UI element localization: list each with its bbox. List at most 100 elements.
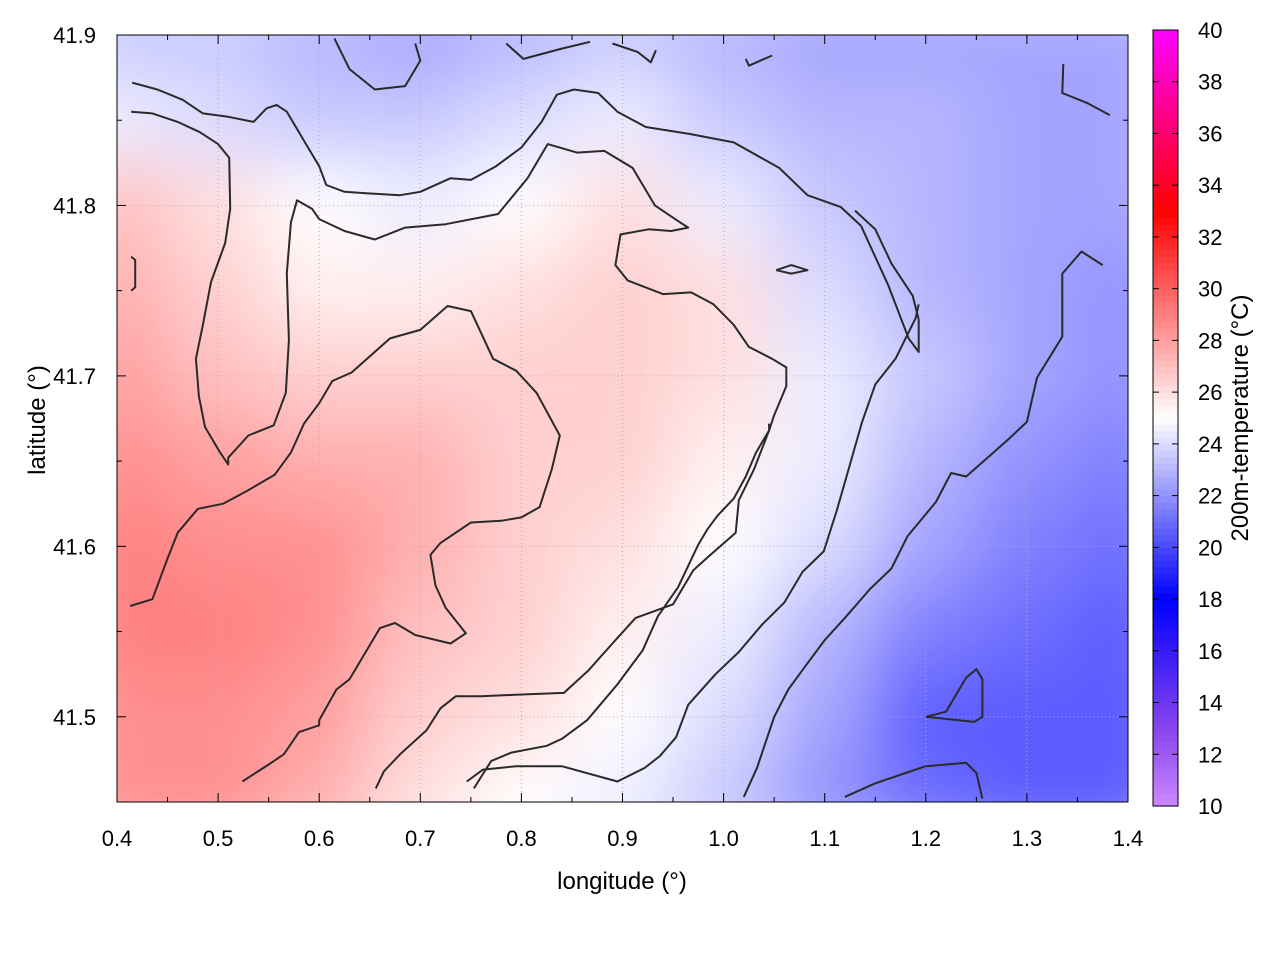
x-tick-label: 0.7 — [405, 826, 436, 851]
contour-line — [466, 304, 920, 783]
field-cell — [974, 161, 1079, 250]
colorbar-segment — [1153, 398, 1178, 406]
colorbar-tick-label: 30 — [1198, 277, 1222, 302]
field-cell — [772, 161, 877, 250]
field-cell — [166, 161, 271, 250]
x-tick-label: 1.2 — [911, 826, 942, 851]
colorbar-segment — [1153, 379, 1178, 387]
colorbar-tick-label: 10 — [1198, 794, 1222, 819]
colorbar-segment — [1153, 702, 1178, 710]
colorbar-tick-label: 20 — [1198, 535, 1222, 560]
field-cell — [1076, 758, 1128, 802]
colorbar-segment — [1153, 663, 1178, 671]
grid-lines — [117, 35, 1128, 802]
colorbar-segment — [1153, 586, 1178, 594]
colorbar-segment — [1153, 385, 1178, 393]
colorbar-segment — [1153, 754, 1178, 762]
x-tick-label: 0.8 — [506, 826, 537, 851]
field-cell — [117, 417, 169, 506]
colorbar-segment — [1153, 321, 1178, 329]
colorbar-segment — [1153, 346, 1178, 354]
colorbar-segment — [1153, 139, 1178, 147]
colorbar-segment — [1153, 88, 1178, 96]
colorbar-segment — [1153, 482, 1178, 490]
contour-line — [333, 37, 422, 91]
field-cell — [469, 246, 574, 335]
colorbar-segment — [1153, 430, 1178, 438]
colorbar-tick-label: 38 — [1198, 70, 1222, 95]
field-cell — [267, 161, 372, 250]
colorbar-segment — [1153, 411, 1178, 419]
colorbar-segment — [1153, 450, 1178, 458]
colorbar-segment — [1153, 340, 1178, 348]
colorbar-tick-label: 18 — [1198, 587, 1222, 612]
colorbar-segment — [1153, 592, 1178, 600]
y-tick-label: 41.8 — [53, 193, 96, 218]
contour-line — [742, 250, 1104, 798]
colorbar-segment — [1153, 185, 1178, 193]
colorbar-segment — [1153, 146, 1178, 154]
colorbar-segment — [1153, 508, 1178, 516]
colorbar-segment — [1153, 670, 1178, 678]
colorbar-segment — [1153, 786, 1178, 794]
colorbar-segment — [1153, 418, 1178, 426]
x-axis-label: longitude (°) — [557, 868, 687, 895]
contour-lines — [129, 37, 1111, 799]
field-cell — [873, 76, 978, 165]
colorbar-segment — [1153, 288, 1178, 296]
colorbar-segment — [1153, 657, 1178, 665]
field-cell — [1076, 35, 1128, 79]
field-cell — [1076, 246, 1128, 335]
field-cell — [772, 76, 877, 165]
x-tick-label: 1.1 — [809, 826, 840, 851]
colorbar-segment — [1153, 301, 1178, 309]
y-axis-label: latitude (°) — [24, 365, 51, 475]
colorbar-tick-label: 26 — [1198, 380, 1222, 405]
field-cell — [1076, 76, 1128, 165]
colorbar-segment — [1153, 618, 1178, 626]
colorbar-segment — [1153, 793, 1178, 801]
x-tick-label: 0.9 — [607, 826, 638, 851]
colorbar-segment — [1153, 683, 1178, 691]
colorbar-segment — [1153, 443, 1178, 451]
colorbar-segment — [1153, 333, 1178, 341]
field-cell — [772, 246, 877, 335]
colorbar-segment — [1153, 553, 1178, 561]
colorbar-segment — [1153, 191, 1178, 199]
field-cell — [117, 246, 169, 335]
colorbar-segment — [1153, 120, 1178, 128]
colorbar-tick-label: 40 — [1198, 18, 1222, 43]
colorbar-segment — [1153, 631, 1178, 639]
colorbar-segment — [1153, 624, 1178, 632]
colorbar-segment — [1153, 94, 1178, 102]
colorbar-segment — [1153, 799, 1178, 807]
colorbar-segment — [1153, 760, 1178, 768]
colorbar-label: 200m-temperature (°C) — [1227, 294, 1254, 541]
colorbar-segment — [1153, 275, 1178, 283]
field-cell — [368, 246, 473, 335]
colorbar-segment — [1153, 728, 1178, 736]
colorbar-segment — [1153, 243, 1178, 251]
colorbar-tick-label: 12 — [1198, 742, 1222, 767]
colorbar-segment — [1153, 133, 1178, 141]
colorbar-segment — [1153, 165, 1178, 173]
colorbar-tick-label: 24 — [1198, 432, 1222, 457]
colorbar-segment — [1153, 741, 1178, 749]
colorbar-segment — [1153, 495, 1178, 503]
colorbar-segment — [1153, 75, 1178, 83]
colorbar-segment — [1153, 178, 1178, 186]
x-tick-label: 1.4 — [1113, 826, 1144, 851]
colorbar-segment — [1153, 489, 1178, 497]
colorbar-segment — [1153, 359, 1178, 367]
field-cell — [368, 76, 473, 165]
field-cell — [570, 161, 675, 250]
colorbar-segment — [1153, 534, 1178, 542]
field-cell — [267, 246, 372, 335]
colorbar-segment — [1153, 734, 1178, 742]
contour-line — [844, 761, 984, 799]
colorbar-tick-label: 32 — [1198, 225, 1222, 250]
colorbar-segment — [1153, 469, 1178, 477]
colorbar-segment — [1153, 49, 1178, 57]
colorbar-segment — [1153, 437, 1178, 445]
colorbar-tick-label: 28 — [1198, 328, 1222, 353]
